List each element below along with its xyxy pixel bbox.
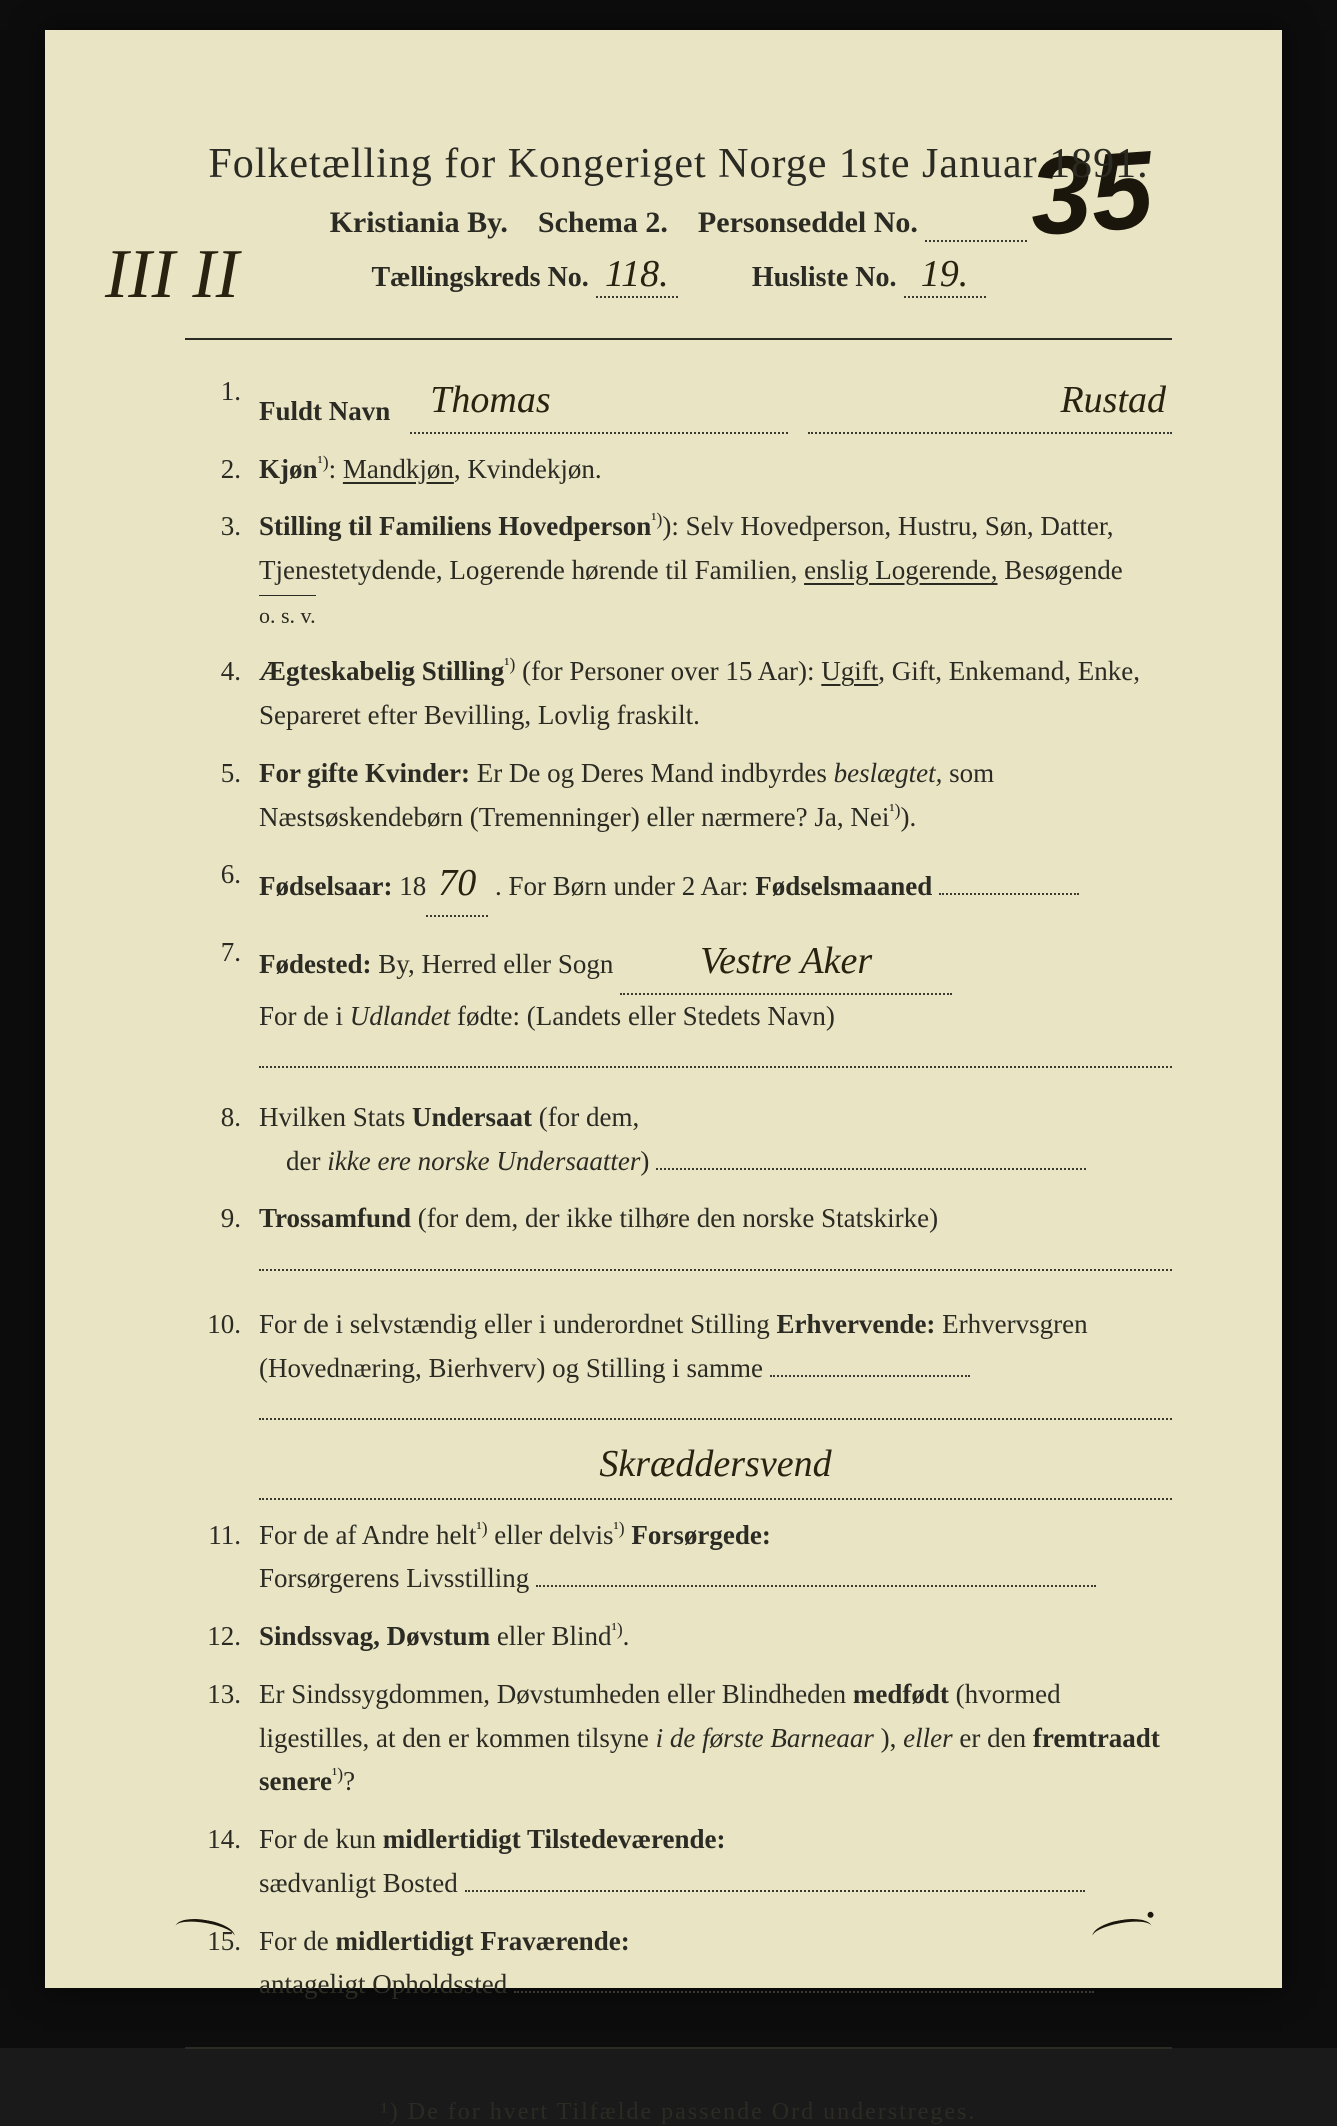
whereabouts-blank bbox=[514, 1964, 1094, 1993]
beslaegtet-em: beslægtet, bbox=[834, 758, 943, 788]
document-paper: 35 III II Folketælling for Kongeriget No… bbox=[45, 30, 1282, 1988]
fodsel-mid: . For Børn under 2 Aar: bbox=[495, 871, 755, 901]
husliste-label: Husliste No. bbox=[752, 262, 897, 293]
fodested-text: By, Herred eller Sogn bbox=[378, 949, 613, 979]
fodselsmaaned-label: Fødselsmaaned bbox=[755, 871, 932, 901]
kjon-label: Kjøn bbox=[259, 454, 318, 484]
city-label: Kristiania By. bbox=[330, 206, 508, 239]
aegteskab-paren: (for Personer over 15 Aar): bbox=[522, 656, 821, 686]
fuldt-navn-label: Fuldt Navn bbox=[259, 390, 390, 434]
undersaat-2a: der bbox=[286, 1146, 327, 1176]
document-title: Folketælling for Kongeriget Norge 1ste J… bbox=[185, 140, 1172, 188]
q13-c: ), bbox=[881, 1723, 904, 1753]
subtitle-line-1: Kristiania By. Schema 2. Personseddel No… bbox=[185, 206, 1172, 242]
scan-frame: 35 III II Folketælling for Kongeriget No… bbox=[0, 0, 1337, 2048]
trossamfund-label: Trossamfund bbox=[259, 1203, 411, 1233]
field-12-disability: 12. Sindssvag, Døvstum eller Blind¹). bbox=[185, 1615, 1172, 1659]
stilling-selected: enslig Logerende, bbox=[804, 555, 997, 585]
birth-month-blank bbox=[939, 866, 1079, 895]
field-8-citizenship: 8. Hvilken Stats Undersaat (for dem, der… bbox=[185, 1096, 1172, 1183]
udlandet-b: fødte: (Landets eller Stedets Navn) bbox=[450, 1001, 835, 1031]
birth-year-value: 70 bbox=[426, 853, 488, 917]
udlandet-em: Udlandet bbox=[350, 1001, 451, 1031]
field-10-occupation: 10. For de i selvstændig eller i underor… bbox=[185, 1303, 1172, 1500]
undersaat-a: Hvilken Stats bbox=[259, 1102, 412, 1132]
year-prefix: 18 bbox=[399, 871, 426, 901]
erhverv-a: For de i selvstændig eller i underordnet… bbox=[259, 1309, 776, 1339]
tilstede-label: midlertidigt Tilstedeværende: bbox=[383, 1824, 726, 1854]
gifte-kvinder-label: For gifte Kvinder: bbox=[259, 758, 470, 788]
husliste-number: 19. bbox=[904, 252, 986, 298]
foreign-birthplace-blank bbox=[259, 1039, 1172, 1068]
personseddel-label: Personseddel No. bbox=[698, 206, 918, 239]
aegteskab-selected: Ugift bbox=[821, 656, 878, 686]
q14-line2: sædvanligt Bosted bbox=[259, 1868, 458, 1898]
field-3-relation: 3. Stilling til Familiens Hovedperson¹))… bbox=[185, 505, 1172, 636]
gifte-text: Er De og Deres Mand indbyrdes bbox=[477, 758, 834, 788]
field-15-temporary-absent: 15. For de midlertidigt Fraværende: anta… bbox=[185, 1920, 1172, 2007]
citizenship-blank bbox=[656, 1141, 1086, 1170]
field-7-birthplace: 7. Fødested: By, Herred eller Sogn Vestr… bbox=[185, 931, 1172, 1082]
forsorgede-label: Forsørgede: bbox=[631, 1520, 770, 1550]
fravaerende-label: midlertidigt Fraværende: bbox=[336, 1926, 630, 1956]
field-6-birthyear: 6. Fødselsaar: 1870 . For Børn under 2 A… bbox=[185, 853, 1172, 917]
form-list: 1. Fuldt Navn Thomas Rustad 2. Kjøn¹): M… bbox=[185, 370, 1172, 2007]
undersaat-b: (for dem, bbox=[539, 1102, 639, 1132]
kjon-selected: Mandkjøn bbox=[343, 454, 454, 484]
stilling-label: Stilling til Familiens Hovedperson bbox=[259, 511, 651, 541]
margin-roman-numeral: III II bbox=[105, 235, 239, 315]
field-1-name: 1. Fuldt Navn Thomas Rustad bbox=[185, 370, 1172, 434]
aegteskab-label: Ægteskabelig Stilling bbox=[259, 656, 504, 686]
forsorg-b: eller delvis bbox=[494, 1520, 613, 1550]
fodested-label: Fødested: bbox=[259, 949, 371, 979]
q14-a: For de kun bbox=[259, 1824, 383, 1854]
divider-top bbox=[185, 338, 1172, 340]
field-2-sex: 2. Kjøn¹): Mandkjøn, Kvindekjøn. bbox=[185, 448, 1172, 492]
q13-em: i de første Barneaar bbox=[656, 1723, 874, 1753]
field-14-temporary-present: 14. For de kun midlertidigt Tilstedevære… bbox=[185, 1818, 1172, 1905]
subtitle-line-2: Tællingskreds No. 118. Husliste No. 19. bbox=[185, 252, 1172, 298]
q13-em2: eller bbox=[903, 1723, 952, 1753]
medfodt-label: medfødt bbox=[853, 1679, 949, 1709]
udlandet-a: For de i bbox=[259, 1001, 350, 1031]
field-5-kvinder: 5. For gifte Kvinder: Er De og Deres Man… bbox=[185, 752, 1172, 839]
fodselsaar-label: Fødselsaar: bbox=[259, 871, 392, 901]
q15-a: For de bbox=[259, 1926, 336, 1956]
q13-a: Er Sindssygdommen, Døvstumheden eller Bl… bbox=[259, 1679, 853, 1709]
kreds-number: 118. bbox=[596, 252, 678, 298]
q15-line2: antageligt Opholdssted bbox=[259, 1969, 507, 1999]
erhvervende-label: Erhvervende: bbox=[776, 1309, 935, 1339]
religion-blank bbox=[259, 1242, 1172, 1271]
field-9-religion: 9. Trossamfund (for dem, der ikke tilhør… bbox=[185, 1197, 1172, 1284]
footnote-text: ¹) De for hvert Tilfælde passende Ord un… bbox=[185, 2099, 1172, 2126]
last-name-value: Rustad bbox=[808, 370, 1172, 434]
field-4-marital: 4. Ægteskabelig Stilling¹) (for Personer… bbox=[185, 650, 1172, 737]
osv-text: o. s. v. bbox=[259, 595, 316, 634]
occupation-value: Skræddersvend bbox=[259, 1434, 1172, 1500]
field-11-supported: 11. For de af Andre helt¹) eller delvis¹… bbox=[185, 1514, 1172, 1601]
undersaat-em: ikke ere norske Undersaatter bbox=[327, 1146, 640, 1176]
divider-bottom bbox=[185, 2047, 1172, 2049]
field-13-congenital: 13. Er Sindssygdommen, Døvstumheden elle… bbox=[185, 1673, 1172, 1804]
sindssvag-text: eller Blind bbox=[497, 1621, 612, 1651]
kreds-label: Tællingskreds No. bbox=[371, 262, 588, 293]
supporter-blank bbox=[536, 1558, 1096, 1587]
forsorg-line2: Forsørgerens Livsstilling bbox=[259, 1563, 529, 1593]
sindssvag-label: Sindssvag, Døvstum bbox=[259, 1621, 490, 1651]
q13-d: er den bbox=[959, 1723, 1032, 1753]
schema-label: Schema 2. bbox=[538, 206, 668, 239]
stilling-options-b: Besøgende bbox=[1004, 555, 1122, 585]
undersaat-2b: ) bbox=[640, 1146, 649, 1176]
birthplace-value: Vestre Aker bbox=[620, 931, 952, 995]
forsorg-a: For de af Andre helt bbox=[259, 1520, 476, 1550]
usual-residence-blank bbox=[465, 1863, 1085, 1892]
trossamfund-text: (for dem, der ikke tilhøre den norske St… bbox=[418, 1203, 938, 1233]
undersaat-label: Undersaat bbox=[412, 1102, 532, 1132]
first-name-value: Thomas bbox=[410, 370, 788, 434]
